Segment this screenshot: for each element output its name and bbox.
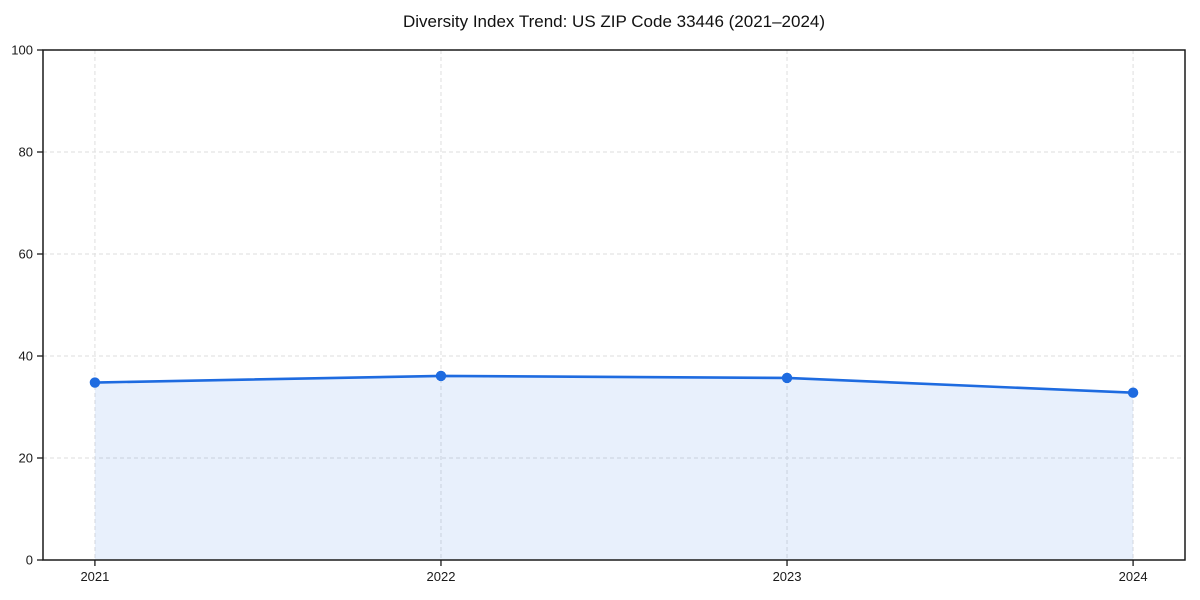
data-point-marker (1127, 387, 1139, 398)
y-tick-label: 100 (11, 43, 33, 58)
y-tick-label: 80 (19, 145, 33, 160)
y-tick-label: 20 (19, 451, 33, 466)
data-point-marker (89, 377, 101, 388)
y-tick-label: 0 (26, 553, 33, 568)
x-tick-label: 2024 (1119, 569, 1148, 584)
y-tick-label: 60 (19, 247, 33, 262)
plot-border (42, 49, 1186, 561)
x-tick-label: 2021 (80, 569, 109, 584)
data-point-marker (781, 372, 793, 384)
x-tick-label: 2023 (773, 569, 802, 584)
y-tick-label: 40 (19, 349, 33, 364)
series-area-fill (94, 375, 1134, 560)
data-point-marker (435, 370, 447, 382)
chart-title: Diversity Index Trend: US ZIP Code 33446… (402, 12, 826, 31)
series-line (93, 374, 1135, 395)
x-tick-label: 2022 (427, 569, 456, 584)
